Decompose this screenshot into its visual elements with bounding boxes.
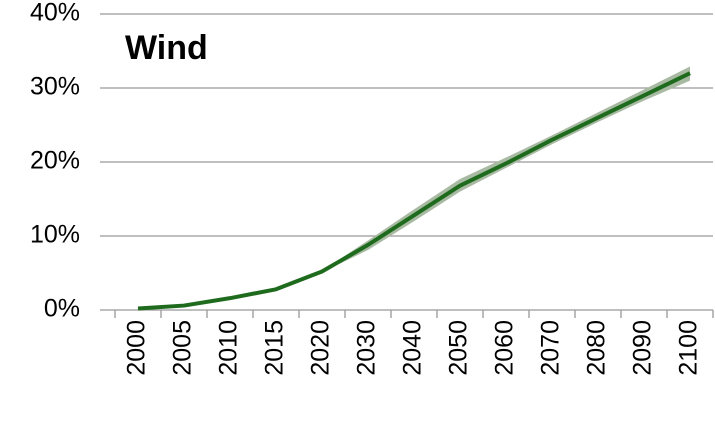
- x-tick-label: 2015: [261, 320, 289, 376]
- x-tick-label: 2050: [445, 320, 473, 376]
- y-tick-label: 20%: [30, 147, 80, 175]
- x-tick-label: 2080: [583, 320, 611, 376]
- line: [137, 71, 691, 311]
- x-tick-label: 2100: [675, 320, 703, 376]
- uncertainty-band: [138, 66, 690, 309]
- x-tick-label: 2090: [629, 320, 657, 376]
- x-tick-label: 2040: [399, 320, 427, 376]
- x-tick-label: 2020: [307, 320, 335, 376]
- x-tick-label: 2030: [353, 320, 381, 376]
- x-tick-label: 2010: [215, 320, 243, 376]
- y-tick-label: 10%: [30, 221, 80, 249]
- chart-title: Wind: [125, 29, 208, 67]
- y-tick-label: 30%: [30, 73, 80, 101]
- y-tick-label: 40%: [30, 0, 80, 27]
- y-tick-label: 0%: [44, 295, 80, 323]
- x-tick-label: 2005: [169, 320, 197, 376]
- x-tick-label: 2000: [123, 320, 151, 376]
- x-tick-label: 2070: [537, 320, 565, 376]
- x-tick-label: 2060: [491, 320, 519, 376]
